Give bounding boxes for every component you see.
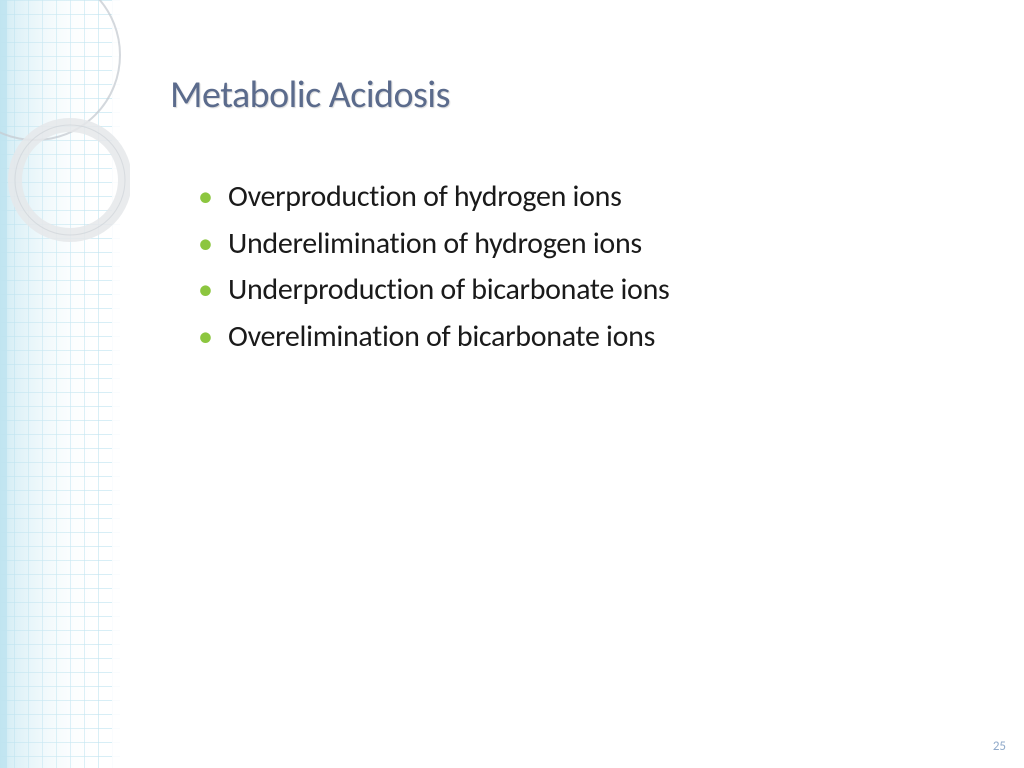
slide-title: Metabolic Acidosis [170, 72, 984, 118]
slide-content: Metabolic Acidosis Overproduction of hyd… [170, 72, 984, 360]
bullet-item: Overproduction of hydrogen ions [198, 174, 984, 221]
slide-sidebar [0, 0, 130, 768]
slide: Metabolic Acidosis Overproduction of hyd… [0, 0, 1024, 768]
grid-pattern [0, 0, 120, 768]
grid-band [0, 0, 120, 768]
page-number: 25 [993, 739, 1006, 754]
bullet-item: Overelimination of bicarbonate ions [198, 314, 984, 361]
bullet-list: Overproduction of hydrogen ions Undereli… [198, 174, 984, 360]
bullet-item: Underelimination of hydrogen ions [198, 221, 984, 268]
bullet-item: Underproduction of bicarbonate ions [198, 267, 984, 314]
